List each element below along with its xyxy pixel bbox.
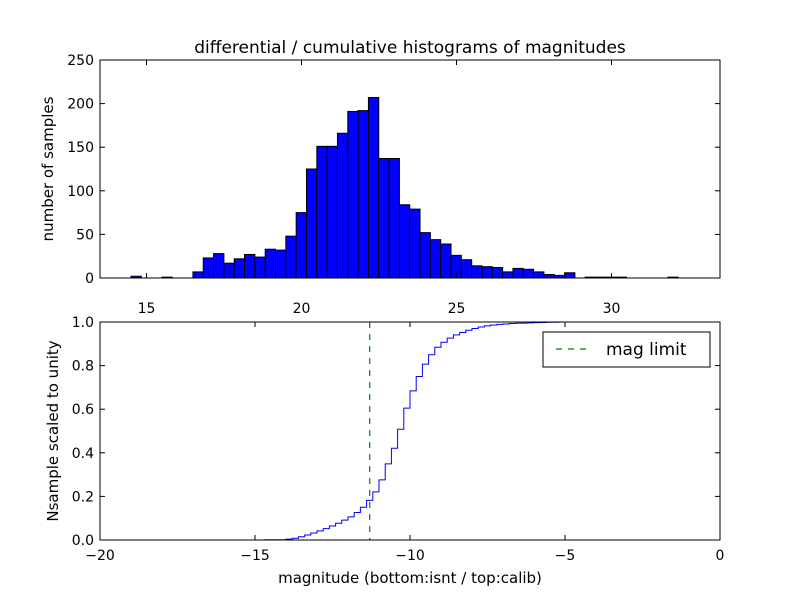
- bottom-ytick-label: 1.0: [72, 315, 94, 331]
- top-axes-ticks: 15 20 25 30 0 50 100 150 200 250: [67, 53, 720, 317]
- chart-title: differential / cumulative histograms of …: [194, 38, 626, 58]
- histogram-bar: [564, 272, 576, 279]
- top-xtick-label: 20: [293, 301, 311, 317]
- histogram-bar: [491, 267, 504, 279]
- histogram-bar: [543, 274, 555, 279]
- histogram-bars: [130, 96, 679, 279]
- top-xtick-label: 15: [138, 301, 156, 317]
- bottom-y-axis-label: Nsample scaled to unity: [44, 340, 62, 521]
- histogram-bar: [471, 265, 483, 279]
- histogram-bar: [512, 267, 524, 279]
- bottom-ytick-label: 0.2: [72, 489, 94, 505]
- top-ytick-label: 150: [67, 140, 94, 156]
- histogram-bar: [419, 232, 431, 279]
- bottom-xtick-label: −5: [555, 548, 576, 564]
- histogram-bar: [213, 253, 225, 279]
- histogram-bar: [502, 271, 514, 279]
- top-ytick-label: 0: [85, 271, 94, 287]
- legend: mag limit: [542, 331, 711, 368]
- histogram-bar: [254, 256, 266, 279]
- bottom-ytick-label: 0.4: [72, 446, 94, 462]
- histogram-bar: [367, 96, 380, 279]
- histogram-bar: [233, 258, 246, 279]
- top-xtick-label: 30: [603, 301, 621, 317]
- histogram-bar: [460, 259, 473, 279]
- legend-mag-limit-label: mag limit: [606, 340, 687, 360]
- histogram-bar: [285, 235, 297, 279]
- cumulative-plot: [100, 321, 720, 541]
- histogram-bar: [336, 132, 349, 279]
- bottom-axes-ticks: −20 −15 −10 −5 0 0.0 0.2 0.4 0.6 0.8 1.0: [72, 315, 725, 564]
- histogram-bar: [533, 271, 545, 279]
- bottom-ytick-label: 0.8: [72, 359, 94, 375]
- histogram-bar: [440, 243, 452, 279]
- top-ytick-label: 100: [67, 184, 94, 200]
- histogram-bar: [275, 249, 287, 279]
- bottom-x-axis-label: magnitude (bottom:isnt / top:calib): [278, 569, 542, 587]
- histogram-bar: [429, 239, 442, 279]
- top-ytick-label: 200: [67, 97, 94, 113]
- histogram-bar: [264, 248, 277, 279]
- bottom-xtick-label: −15: [240, 548, 270, 564]
- bottom-xtick-label: −20: [85, 548, 115, 564]
- histogram-bar: [305, 168, 318, 279]
- histogram-bar: [192, 271, 204, 279]
- top-ytick-label: 50: [76, 227, 94, 243]
- histogram-bar: [409, 208, 421, 279]
- histogram-bar: [223, 262, 235, 279]
- top-xtick-label: 25: [448, 301, 466, 317]
- histogram-bar: [244, 253, 256, 279]
- bottom-ytick-label: 0.6: [72, 402, 94, 418]
- histogram-bar: [295, 212, 307, 279]
- bottom-xtick-label: −10: [395, 548, 425, 564]
- cumulative-step-line: [100, 321, 720, 541]
- histogram-bar: [316, 145, 328, 279]
- histogram-bar: [326, 145, 338, 279]
- histogram-bar: [347, 110, 359, 279]
- top-y-axis-label: number of samples: [39, 96, 57, 241]
- bottom-ytick-label: 0.0: [72, 533, 94, 549]
- bottom-xtick-label: 0: [716, 548, 725, 564]
- histogram-bar: [481, 266, 493, 279]
- histogram-bar: [388, 158, 400, 279]
- histogram-bar: [522, 268, 535, 279]
- histogram-bar: [378, 158, 390, 279]
- histogram-bar: [357, 110, 369, 279]
- histogram-bar: [398, 204, 411, 279]
- top-axes-frame: [99, 59, 721, 279]
- histogram-bar: [202, 257, 215, 279]
- top-ytick-label: 250: [67, 53, 94, 69]
